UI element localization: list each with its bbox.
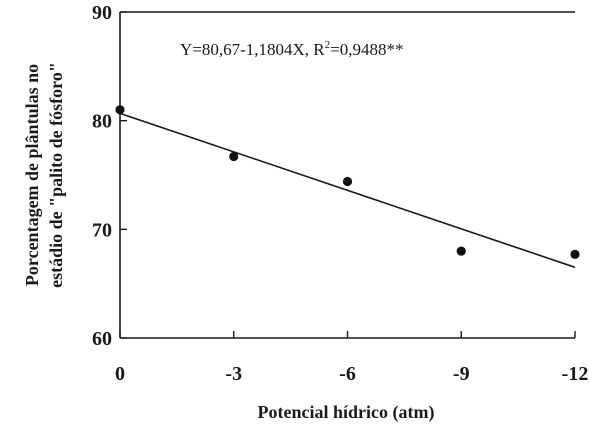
- data-points: [115, 105, 580, 259]
- y-tick-label: 70: [92, 219, 112, 241]
- x-tick-label: -12: [562, 363, 589, 385]
- y-axis-title-line1: Porcentagem de plântulas no: [22, 64, 42, 286]
- y-axis-title-line2: estádio de "palito de fósforo": [46, 62, 66, 288]
- data-point: [456, 246, 466, 256]
- data-point: [115, 105, 125, 115]
- y-tick-label: 60: [92, 328, 112, 350]
- data-point: [570, 249, 580, 259]
- regression-equation: Y=80,67-1,1804X, R2=0,9488**: [180, 39, 404, 59]
- x-tick-label: -3: [225, 363, 242, 385]
- x-tick-label: 0: [115, 363, 125, 385]
- x-axis-title: Potencial hídrico (atm): [258, 402, 435, 423]
- data-point: [342, 176, 353, 187]
- x-ticks: 0 -3 -6 -9 -12: [115, 331, 588, 385]
- y-ticks: 60 70 80 90: [92, 2, 127, 350]
- y-tick-label: 80: [92, 111, 112, 133]
- regression-line: [119, 112, 576, 269]
- data-point: [229, 151, 239, 162]
- x-tick-label: -9: [453, 363, 470, 385]
- axes: [119, 11, 575, 339]
- x-tick-label: -6: [339, 363, 356, 385]
- y-tick-label: 90: [92, 2, 112, 24]
